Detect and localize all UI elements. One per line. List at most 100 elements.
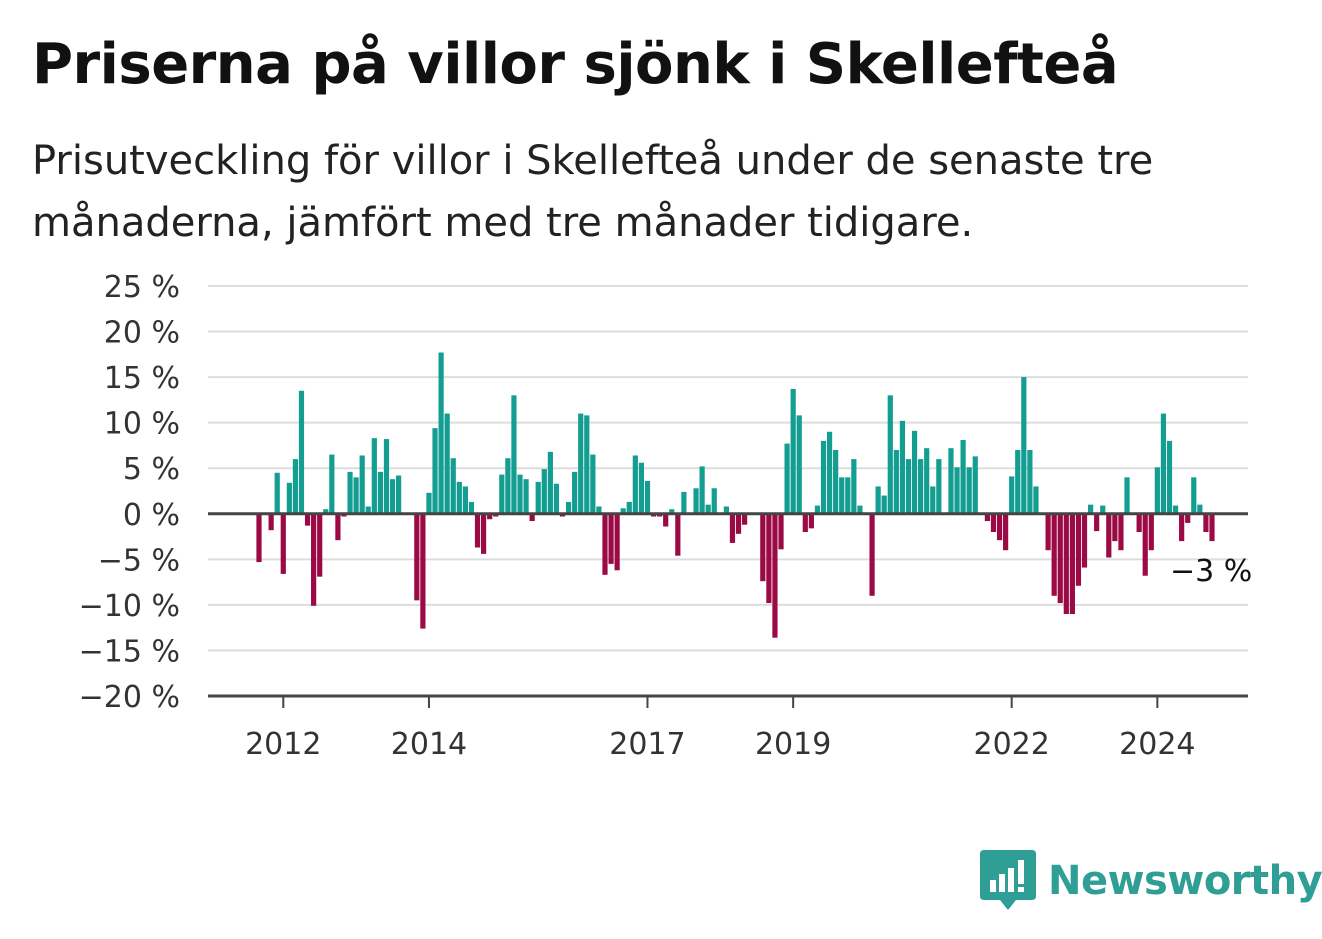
bar [256, 513, 262, 563]
bar [1179, 513, 1185, 542]
x-tick-label: 2022 [974, 727, 1050, 762]
bar [359, 455, 365, 514]
bar [760, 513, 766, 582]
bar [529, 513, 535, 522]
bar [814, 505, 821, 514]
bar [851, 459, 857, 514]
tick-labels: 25 % 20 % 15 % 10 % 5 % 0 % −5 % −10 % −15 % −20 … [79, 270, 1253, 762]
bar [268, 513, 274, 531]
bar [644, 480, 651, 514]
end-value-label: −3 % [1170, 554, 1252, 589]
bar [1075, 513, 1082, 586]
bar [669, 509, 675, 514]
bar [966, 467, 972, 514]
bar [954, 467, 960, 514]
bar [990, 513, 997, 532]
bar [614, 513, 620, 571]
y-tick-label: 5 % [123, 452, 180, 487]
bar [474, 513, 481, 548]
bar [1033, 486, 1039, 514]
bar [596, 506, 602, 514]
bar [857, 505, 863, 514]
bar [675, 513, 681, 556]
bar [735, 513, 742, 534]
bar [468, 501, 475, 514]
bar [905, 459, 912, 514]
bar [547, 451, 553, 514]
gridlines [208, 285, 1248, 652]
bar [699, 466, 705, 514]
bar [1015, 450, 1021, 514]
bar [839, 477, 845, 514]
bar [365, 506, 371, 514]
bar [1045, 513, 1051, 551]
bar [802, 513, 808, 532]
bar [638, 462, 645, 514]
bar [371, 438, 377, 514]
bar [1154, 467, 1160, 514]
bar [723, 506, 729, 514]
bar [584, 415, 590, 514]
bar [918, 459, 924, 514]
bar [274, 472, 280, 514]
bar [784, 443, 790, 514]
bar [869, 513, 875, 596]
bar [487, 513, 493, 520]
bar [347, 471, 353, 514]
bar [826, 431, 833, 514]
bar [705, 504, 711, 514]
bar [632, 455, 638, 514]
bar [742, 513, 748, 525]
bar [590, 454, 596, 514]
bar [1118, 513, 1124, 551]
bar [298, 390, 305, 514]
bar [1185, 513, 1191, 523]
newsworthy-brand: Newsworthy [980, 850, 1322, 912]
bar [1027, 450, 1033, 514]
bar [541, 469, 547, 514]
bar [304, 513, 311, 526]
bar [517, 474, 523, 514]
bar [1051, 513, 1057, 596]
chart-title: Priserna på villor sjönk i Skellefteå [32, 32, 1119, 97]
bar [292, 459, 299, 514]
bar [924, 448, 930, 514]
bar [565, 501, 572, 514]
y-tick-label: 0 % [123, 498, 180, 533]
bar [1191, 477, 1197, 514]
bar [450, 458, 456, 514]
axes [208, 512, 1248, 708]
bar [899, 420, 906, 514]
newsworthy-logo-icon [980, 850, 1036, 910]
bar [608, 513, 614, 564]
bar [1106, 513, 1112, 558]
bar [984, 513, 990, 522]
bar [505, 458, 511, 514]
bar [778, 513, 784, 550]
y-tick-label: 15 % [104, 361, 180, 396]
bar [1057, 513, 1063, 604]
bar [796, 415, 802, 514]
bar [1009, 476, 1015, 514]
bar [1166, 440, 1173, 514]
bar [1069, 513, 1075, 614]
chart-subtitle: Prisutveckling för villor i Skellefteå u… [32, 138, 1154, 246]
y-tick-label: −5 % [98, 543, 180, 578]
bar [1087, 504, 1094, 514]
bar [426, 492, 432, 514]
bar [681, 491, 687, 514]
bar [323, 509, 329, 514]
bar [808, 513, 814, 529]
bar [280, 513, 286, 574]
bar [438, 352, 444, 514]
bar [936, 459, 942, 514]
bar [1172, 505, 1179, 514]
bar [663, 513, 669, 527]
x-tick-label: 2014 [391, 727, 467, 762]
bar [620, 508, 626, 514]
bar [317, 513, 323, 577]
x-tick-label: 2017 [609, 727, 685, 762]
bar [626, 501, 632, 514]
bar [1148, 513, 1154, 551]
x-tick-label: 2019 [755, 727, 831, 762]
